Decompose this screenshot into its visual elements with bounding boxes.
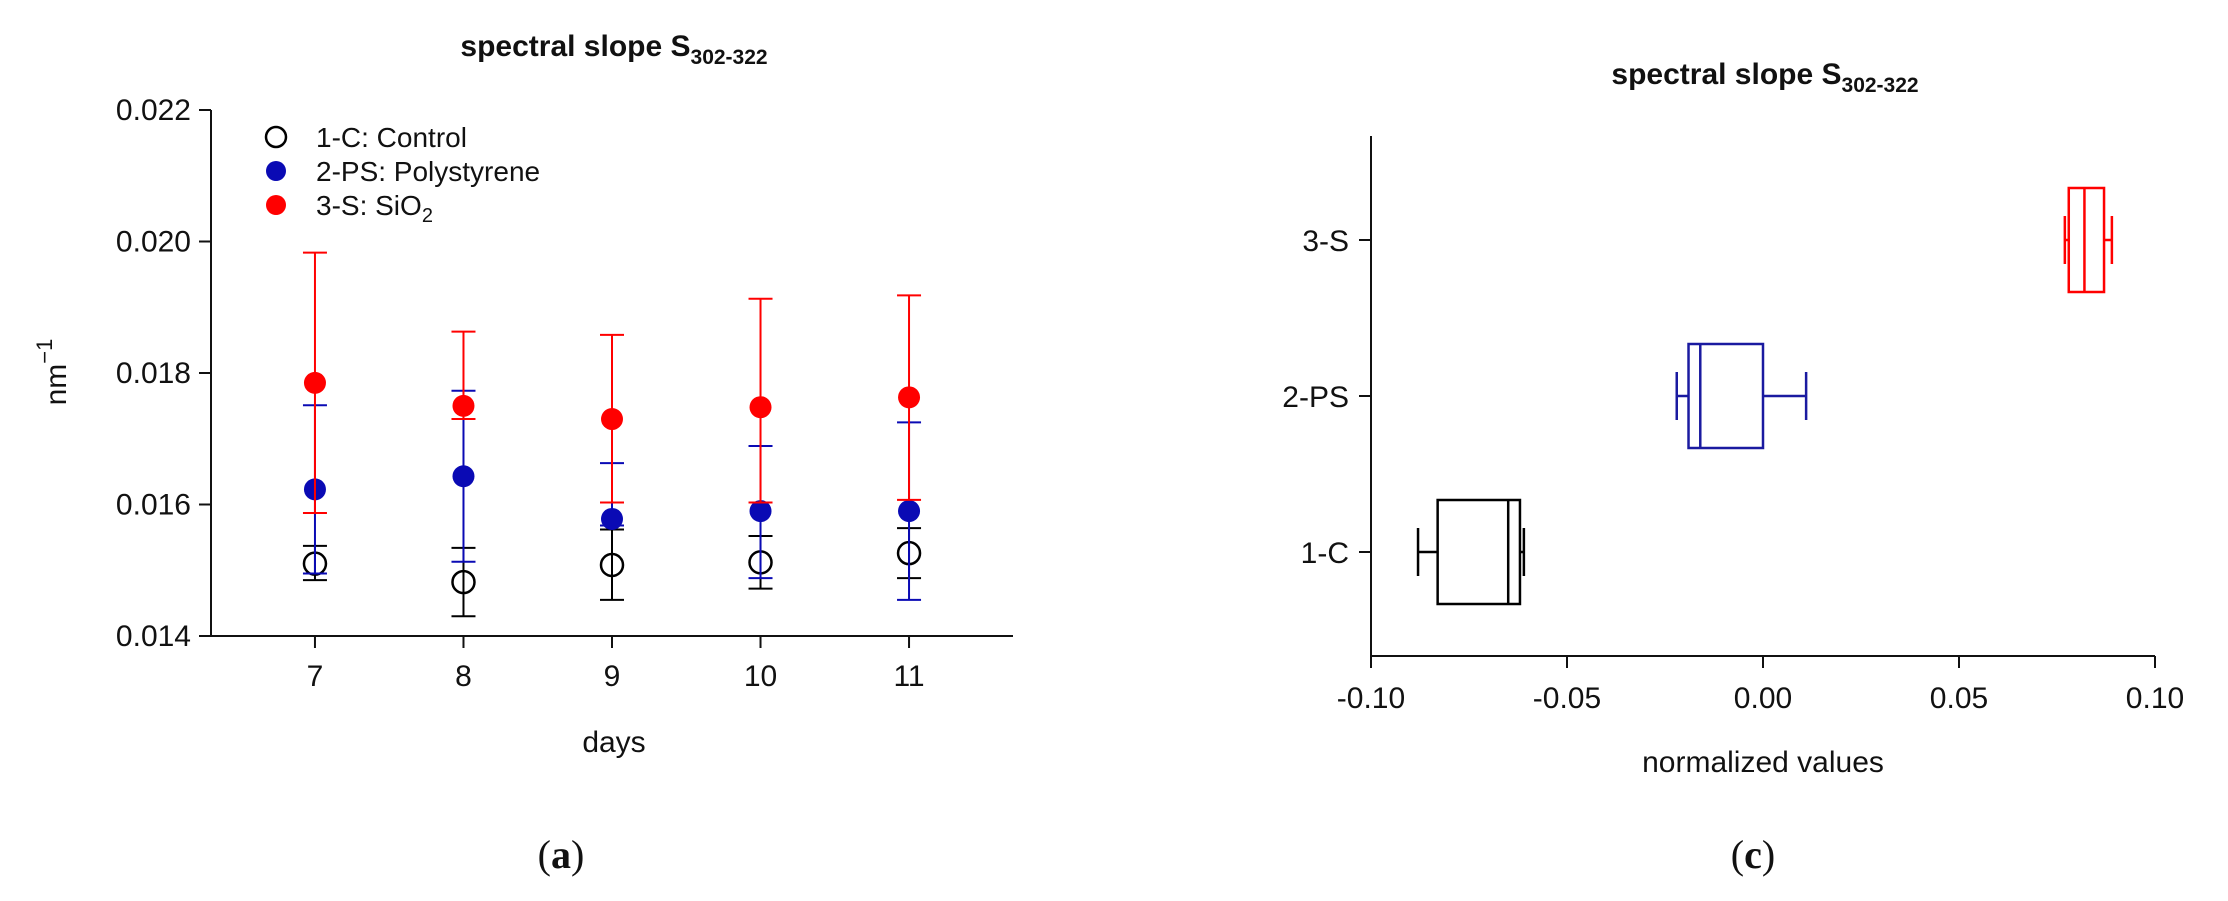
- panel-c-box-chart: spectral slope S302-322 -0.10 -0.05 0.00 0.…: [1282, 58, 2184, 877]
- x-tick-label: 8: [455, 660, 472, 693]
- x-tick-label: 0.05: [1930, 682, 1988, 715]
- data-point: [601, 408, 623, 431]
- chart-a-series: [302, 251, 922, 618]
- box-3-S: [2063, 186, 2114, 294]
- x-tick-label: 9: [604, 660, 621, 693]
- category-label: 2-PS: [1282, 381, 1349, 414]
- data-point: [898, 500, 921, 523]
- legend-marker: [266, 161, 286, 181]
- legend-label: 1-C: Control: [316, 122, 467, 153]
- chart-c-category-labels: 1-C 2-PS 3-S: [1282, 225, 1371, 570]
- x-tick-label: 0.00: [1734, 682, 1792, 715]
- panel-c-label: (c): [1731, 832, 1775, 877]
- chart-a-x-axis-label: days: [582, 726, 645, 759]
- data-point: [303, 371, 326, 394]
- x-tick-label: -0.05: [1533, 682, 1601, 715]
- data-point: [599, 552, 625, 578]
- chart-c-boxes: [1416, 186, 2114, 606]
- box-2-PS: [1675, 342, 1808, 450]
- data-point: [601, 507, 623, 530]
- data-point: [749, 500, 772, 523]
- chart-c-title: spectral slope S302-322: [1611, 58, 1918, 97]
- box-body: [2067, 186, 2106, 294]
- x-tick-label: -0.10: [1337, 682, 1405, 715]
- y-tick-label: 0.022: [116, 94, 191, 127]
- series-1: [302, 527, 922, 618]
- y-tick-label: 0.018: [116, 357, 191, 390]
- chart-a-y-ticks: 0.014 0.016 0.018 0.020 0.022: [116, 94, 211, 653]
- chart-c-x-axis-label: normalized values: [1642, 746, 1884, 779]
- legend-label: 3-S: SiO2: [316, 190, 433, 227]
- category-label: 3-S: [1302, 225, 1349, 258]
- box-1-C: [1416, 498, 1526, 606]
- x-tick-label: 7: [307, 660, 324, 693]
- data-point: [749, 396, 772, 419]
- chart-a-y-axis-label: nm−1: [32, 339, 73, 406]
- legend-label: 2-PS: Polystyrene: [316, 156, 540, 187]
- chart-a-x-ticks: 7 8 9 10 11: [307, 636, 925, 693]
- x-tick-label: 10: [744, 660, 777, 693]
- category-label: 1-C: [1301, 537, 1349, 570]
- x-tick-label: 0.10: [2126, 682, 2184, 715]
- data-point: [898, 386, 921, 409]
- chart-a-title: spectral slope S302-322: [460, 30, 767, 69]
- panel-a-scatter-chart: spectral slope S302-322 nm−1 days 0.0140…: [32, 30, 1013, 877]
- data-point: [452, 465, 475, 488]
- data-point: [452, 394, 475, 417]
- y-tick-label: 0.016: [116, 489, 191, 522]
- x-tick-label: 11: [893, 660, 924, 693]
- panel-a-label: (a): [538, 832, 585, 877]
- series-3: [302, 251, 922, 515]
- y-tick-label: 0.020: [116, 226, 191, 259]
- legend-marker: [264, 125, 288, 149]
- data-point: [451, 569, 476, 595]
- legend-marker: [266, 195, 286, 215]
- y-tick-label: 0.014: [116, 620, 191, 653]
- chart-c-x-ticks: -0.10 -0.05 0.00 0.05 0.10: [1337, 656, 2184, 715]
- series-2: [302, 389, 922, 601]
